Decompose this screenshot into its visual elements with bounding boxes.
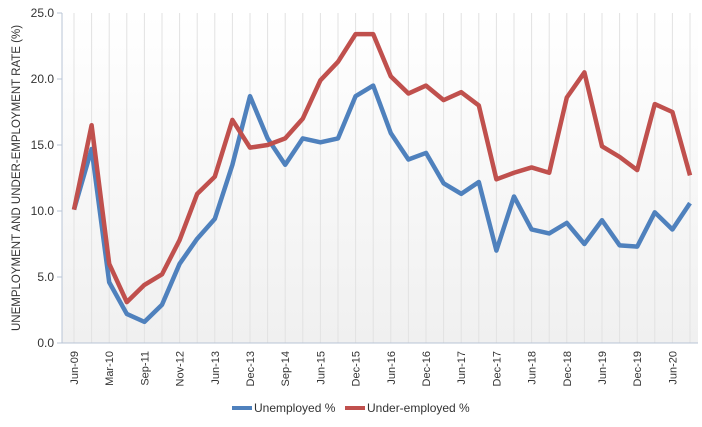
x-tick-label: Dec-19 [632, 351, 644, 386]
y-tick-label: 10.0 [31, 204, 55, 218]
x-tick-label: Mar-10 [104, 351, 116, 386]
legend-label: Under-employed % [367, 401, 470, 415]
x-tick-label: Dec-15 [351, 351, 363, 386]
x-tick-label: Jun-15 [315, 351, 327, 385]
x-tick-label: Dec-13 [245, 351, 257, 386]
y-tick-label: 5.0 [37, 270, 54, 284]
x-tick-label: Jun-18 [527, 351, 539, 385]
x-tick-label: Dec-17 [491, 351, 503, 386]
x-tick-label: Jun-20 [667, 351, 679, 385]
y-tick-label: 0.0 [37, 336, 54, 350]
x-tick-label: Sep-11 [139, 351, 151, 386]
x-tick-label: Nov-12 [175, 351, 187, 386]
plot-area [62, 13, 698, 343]
x-tick-label: Jun-13 [210, 351, 222, 385]
x-tick-label: Sep-14 [280, 351, 292, 386]
x-tick-label: Jun-17 [456, 351, 468, 385]
x-tick-label: Jun-19 [597, 351, 609, 385]
y-tick-label: 25.0 [31, 6, 55, 20]
y-tick-label: 20.0 [31, 72, 55, 86]
legend-label: Unemployed % [254, 401, 336, 415]
x-tick-label: Dec-18 [562, 351, 574, 386]
y-tick-label: 15.0 [31, 138, 55, 152]
x-tick-label: Jun-16 [386, 351, 398, 385]
x-tick-label: Dec-16 [421, 351, 433, 386]
x-tick-label: Jun-09 [69, 351, 81, 385]
y-axis-label: UNEMPLOYMENT AND UNDER-EMPLOYMENT RATE (… [11, 25, 23, 331]
